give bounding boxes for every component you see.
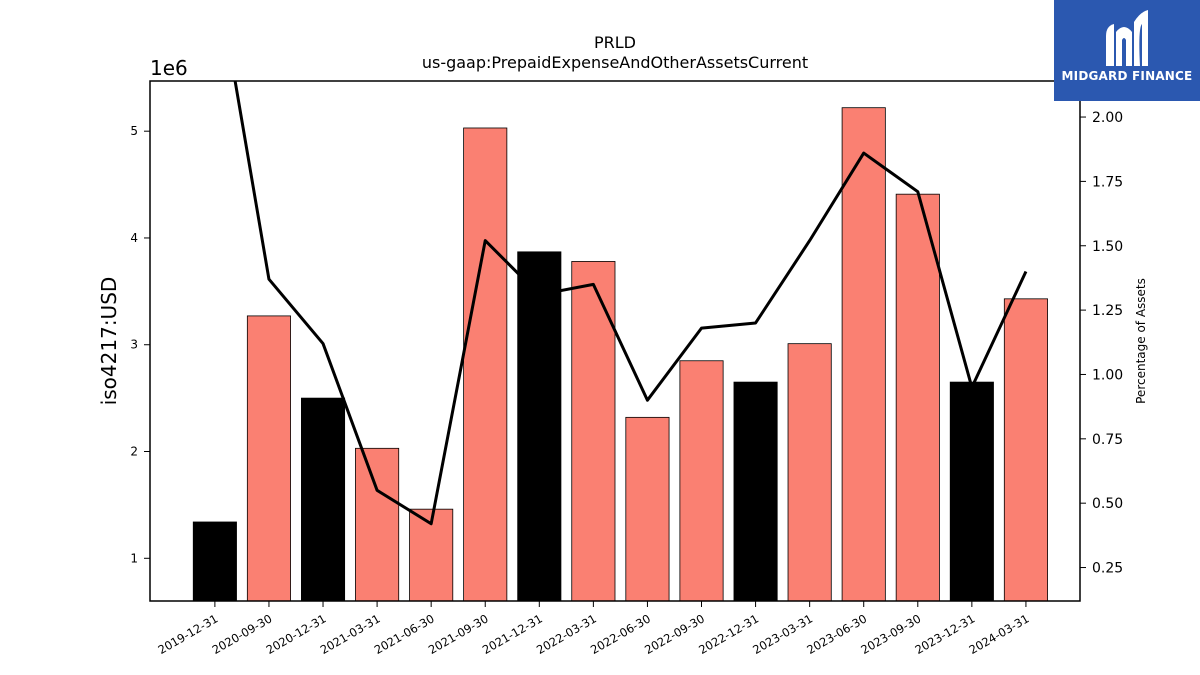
- bar-2020-09-30: [246, 315, 291, 602]
- y-tick-label: 5: [130, 124, 138, 138]
- y-axis-label: iso4217:USD: [97, 277, 121, 406]
- bar-2021-09-30: [463, 127, 508, 602]
- bars-group: [192, 107, 1048, 602]
- bar-2023-12-31: [949, 381, 994, 602]
- y-axis-offset-label: 1e6: [150, 56, 188, 80]
- bar-2021-12-31: [517, 251, 562, 602]
- chart-subtitle: us-gaap:PrepaidExpenseAndOtherAssetsCurr…: [422, 53, 808, 72]
- x-tick-label: 2023-12-31: [912, 611, 977, 657]
- bar-2023-03-31: [787, 343, 832, 602]
- y2-tick-label: 1.25: [1092, 303, 1123, 319]
- x-tick-label: 2022-09-30: [642, 611, 707, 657]
- bar-2019-12-31: [192, 521, 237, 602]
- bar-2022-09-30: [679, 360, 724, 602]
- y2-tick-label: 1.75: [1092, 174, 1123, 190]
- plot-frame: [149, 80, 1081, 602]
- chart-title: PRLD: [594, 33, 636, 52]
- bar-2022-12-31: [733, 381, 778, 602]
- x-tick-label: 2021-03-31: [318, 611, 383, 657]
- y2-axis-label: Percentage of Assets: [1134, 278, 1148, 404]
- y-tick-label: 4: [130, 231, 138, 245]
- y2-tick-label: 0.25: [1092, 561, 1123, 577]
- logo-text: MIDGARD FINANCE: [1061, 69, 1193, 83]
- y-tick-label: 1: [130, 551, 138, 565]
- bar-2022-03-31: [571, 261, 616, 602]
- midgard-finance-logo: MIDGARD FINANCE: [1054, 0, 1200, 101]
- x-tick-label: 2023-09-30: [858, 611, 923, 657]
- x-tick-label: 2023-03-31: [750, 611, 815, 657]
- bar-2022-06-30: [625, 416, 670, 602]
- x-tick-label: 2024-03-31: [967, 611, 1032, 657]
- percentage-line: [233, 81, 1028, 526]
- y-tick-label: 3: [130, 338, 138, 352]
- y2-tick-label: 2.00: [1092, 110, 1123, 126]
- bar-2021-03-31: [355, 447, 400, 602]
- bar-2023-09-30: [895, 193, 940, 602]
- bar-2020-12-31: [300, 397, 346, 602]
- y2-tick-label: 0.75: [1092, 432, 1123, 448]
- x-tick-label: 2023-06-30: [804, 611, 869, 657]
- x-tick-label: 2022-03-31: [534, 611, 599, 657]
- x-tick-label: 2022-12-31: [696, 611, 761, 657]
- bar-2024-03-31: [1003, 298, 1048, 602]
- midgard-logo-icon: [1106, 10, 1148, 66]
- y-tick-label: 2: [130, 445, 138, 459]
- y2-tick-label: 0.50: [1092, 496, 1123, 512]
- percentage-line-group: [233, 81, 1028, 526]
- x-tick-label: 2020-09-30: [210, 611, 275, 657]
- y2-tick-label: 1.00: [1092, 367, 1123, 383]
- x-tick-label: 2019-12-31: [155, 611, 220, 657]
- x-tick-label: 2022-06-30: [588, 611, 653, 657]
- bar-2023-06-30: [841, 107, 886, 602]
- x-tick-label: 2021-12-31: [480, 611, 545, 657]
- x-tick-label: 2021-06-30: [372, 611, 437, 657]
- x-tick-label: 2020-12-31: [264, 611, 329, 657]
- y2-tick-label: 1.50: [1092, 239, 1123, 255]
- x-tick-label: 2021-09-30: [426, 611, 491, 657]
